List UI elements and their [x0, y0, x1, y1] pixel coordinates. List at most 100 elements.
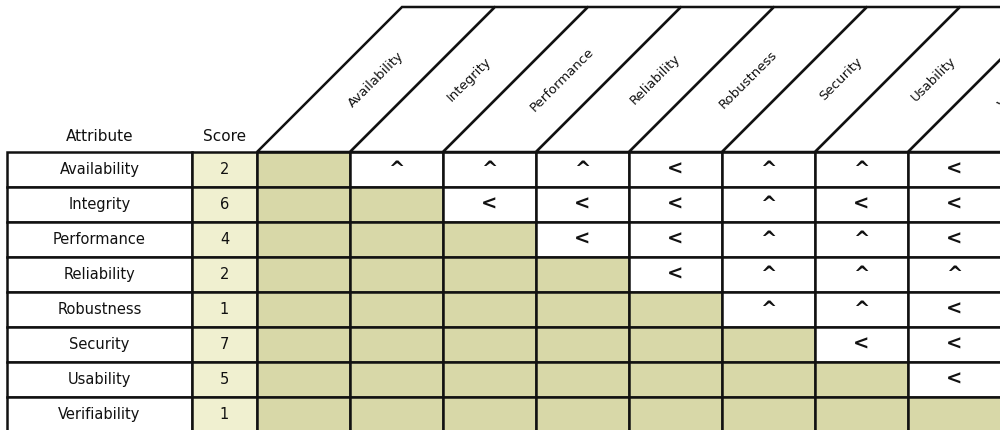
- Text: 2: 2: [220, 162, 229, 177]
- Bar: [722, 292, 815, 327]
- Bar: [722, 327, 815, 362]
- Bar: [7, 327, 192, 362]
- Bar: [7, 152, 192, 187]
- Polygon shape: [722, 7, 960, 152]
- Bar: [908, 222, 1000, 257]
- Bar: [350, 327, 443, 362]
- Text: ^: ^: [853, 230, 870, 249]
- Text: Robustness: Robustness: [716, 48, 780, 111]
- Bar: [443, 362, 536, 397]
- Bar: [443, 257, 536, 292]
- Text: ^: ^: [853, 160, 870, 179]
- Bar: [908, 152, 1000, 187]
- Bar: [629, 152, 722, 187]
- Text: Verifiability: Verifiability: [996, 48, 1000, 111]
- Text: 5: 5: [220, 372, 229, 387]
- Text: Availability: Availability: [346, 49, 406, 110]
- Bar: [192, 397, 257, 430]
- Bar: [629, 187, 722, 222]
- Bar: [908, 187, 1000, 222]
- Bar: [722, 397, 815, 430]
- Text: ^: ^: [760, 160, 777, 179]
- Text: 6: 6: [220, 197, 229, 212]
- Text: Reliability: Reliability: [64, 267, 135, 282]
- Text: Robustness: Robustness: [57, 302, 142, 317]
- Bar: [192, 187, 257, 222]
- Bar: [815, 152, 908, 187]
- Text: <: <: [574, 195, 591, 214]
- Text: <: <: [574, 230, 591, 249]
- Bar: [629, 222, 722, 257]
- Text: <: <: [667, 195, 684, 214]
- Text: <: <: [946, 230, 963, 249]
- Bar: [192, 362, 257, 397]
- Text: <: <: [667, 230, 684, 249]
- Bar: [629, 257, 722, 292]
- Bar: [536, 222, 629, 257]
- Bar: [7, 397, 192, 430]
- Polygon shape: [350, 7, 588, 152]
- Bar: [815, 257, 908, 292]
- Bar: [257, 292, 350, 327]
- Bar: [350, 222, 443, 257]
- Text: <: <: [946, 195, 963, 214]
- Text: ^: ^: [760, 265, 777, 284]
- Bar: [443, 222, 536, 257]
- Text: ^: ^: [946, 265, 963, 284]
- Bar: [536, 397, 629, 430]
- Text: Attribute: Attribute: [66, 129, 133, 144]
- Text: <: <: [667, 160, 684, 179]
- Bar: [443, 187, 536, 222]
- Bar: [7, 257, 192, 292]
- Text: Usability: Usability: [909, 55, 959, 104]
- Polygon shape: [629, 7, 867, 152]
- Bar: [350, 257, 443, 292]
- Bar: [257, 257, 350, 292]
- Text: Performance: Performance: [53, 232, 146, 247]
- Bar: [536, 187, 629, 222]
- Text: <: <: [946, 300, 963, 319]
- Bar: [192, 292, 257, 327]
- Text: Usability: Usability: [68, 372, 131, 387]
- Bar: [908, 257, 1000, 292]
- Text: ^: ^: [481, 160, 498, 179]
- Text: 4: 4: [220, 232, 229, 247]
- Bar: [722, 362, 815, 397]
- Text: <: <: [946, 370, 963, 389]
- Polygon shape: [815, 7, 1000, 152]
- Bar: [536, 152, 629, 187]
- Text: Verifiability: Verifiability: [58, 407, 141, 422]
- Bar: [350, 397, 443, 430]
- Text: Availability: Availability: [60, 162, 140, 177]
- Polygon shape: [443, 7, 681, 152]
- Bar: [7, 292, 192, 327]
- Bar: [722, 222, 815, 257]
- Bar: [257, 187, 350, 222]
- Bar: [350, 292, 443, 327]
- Text: ^: ^: [388, 160, 405, 179]
- Text: Security: Security: [817, 55, 865, 104]
- Bar: [257, 222, 350, 257]
- Bar: [257, 327, 350, 362]
- Text: Reliability: Reliability: [627, 52, 683, 107]
- Text: <: <: [853, 195, 870, 214]
- Text: 1: 1: [220, 302, 229, 317]
- Bar: [536, 257, 629, 292]
- Bar: [815, 362, 908, 397]
- Polygon shape: [536, 7, 774, 152]
- Bar: [7, 362, 192, 397]
- Bar: [629, 292, 722, 327]
- Bar: [629, 362, 722, 397]
- Text: <: <: [946, 160, 963, 179]
- Text: ^: ^: [853, 300, 870, 319]
- Text: Security: Security: [69, 337, 130, 352]
- Bar: [536, 362, 629, 397]
- Text: ^: ^: [574, 160, 591, 179]
- Bar: [350, 362, 443, 397]
- Polygon shape: [908, 7, 1000, 152]
- Bar: [722, 152, 815, 187]
- Bar: [443, 327, 536, 362]
- Bar: [815, 222, 908, 257]
- Bar: [629, 327, 722, 362]
- Text: 1: 1: [220, 407, 229, 422]
